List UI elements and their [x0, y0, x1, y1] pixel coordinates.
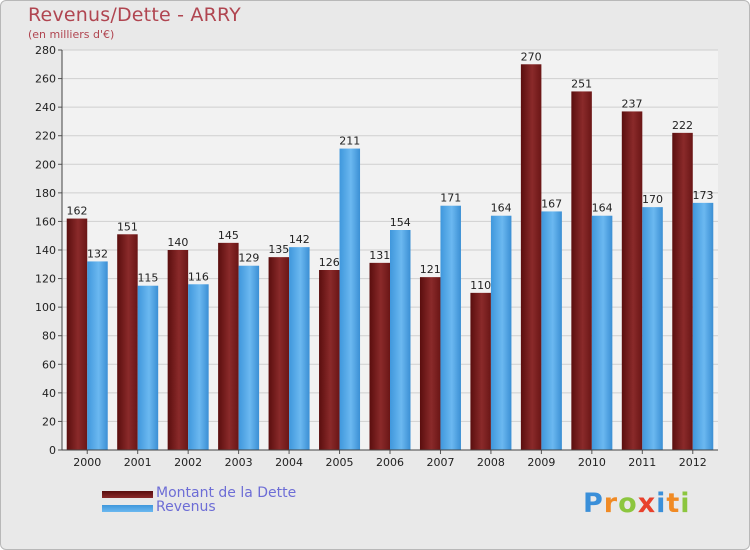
bar-debt [117, 234, 138, 450]
legend-swatch-revenus [102, 505, 153, 512]
data-label-debt: 222 [672, 119, 693, 132]
logo-letter: i [656, 488, 667, 519]
x-tick-label: 2000 [73, 456, 101, 469]
bar-revenus [541, 211, 562, 450]
bar-revenus [339, 148, 361, 451]
logo-letter: x [637, 488, 657, 519]
data-label-revenus: 171 [440, 192, 461, 205]
legend-label-revenus: Revenus [156, 499, 216, 515]
y-tick-label: 40 [42, 387, 56, 400]
x-tick-label: 2010 [578, 456, 606, 469]
data-label-revenus: 164 [592, 202, 613, 215]
data-label-debt: 270 [521, 50, 542, 63]
data-label-debt: 151 [117, 220, 138, 233]
bar-debt [268, 257, 290, 450]
data-label-revenus: 173 [693, 189, 714, 202]
y-tick-label: 20 [42, 415, 56, 428]
data-label-revenus: 142 [289, 233, 310, 246]
bar-debt [520, 64, 542, 451]
y-tick-label: 120 [35, 273, 56, 286]
data-label-debt: 126 [319, 256, 340, 269]
y-tick-label: 0 [49, 444, 56, 457]
bar-debt [218, 242, 239, 450]
x-tick-label: 2012 [679, 456, 707, 469]
y-tick-label: 80 [42, 330, 56, 343]
chart-title: Revenus/Dette - ARRY [28, 4, 241, 26]
bar-debt [470, 292, 491, 450]
x-tick-label: 2002 [174, 456, 202, 469]
bar-revenus [188, 284, 209, 450]
y-tick-label: 220 [35, 130, 56, 143]
data-label-revenus: 116 [188, 270, 209, 283]
data-label-revenus: 170 [642, 193, 663, 206]
legend-label-debt: Montant de la Dette [156, 485, 297, 501]
legend-swatch-debt [102, 491, 153, 498]
bar-revenus [137, 285, 159, 450]
bar-debt [419, 277, 441, 450]
data-label-revenus: 154 [390, 216, 411, 229]
y-tick-label: 100 [35, 301, 56, 314]
data-label-debt: 140 [167, 236, 188, 249]
bar-revenus [692, 202, 714, 450]
bar-revenus [642, 207, 663, 450]
bar-debt [167, 250, 189, 450]
y-tick-label: 280 [35, 44, 56, 57]
x-tick-label: 2007 [426, 456, 454, 469]
bar-debt [369, 262, 390, 450]
bar-revenus [490, 215, 512, 450]
logo-letter: t [666, 488, 681, 519]
x-tick-label: 2009 [527, 456, 555, 469]
logo-letter: o [618, 488, 638, 519]
bar-revenus [289, 247, 310, 450]
data-label-revenus: 115 [137, 272, 158, 285]
data-label-debt: 237 [622, 97, 643, 110]
data-label-revenus: 164 [491, 202, 512, 215]
bar-debt [672, 132, 693, 450]
bar-revenus [238, 265, 260, 450]
y-tick-label: 160 [35, 215, 56, 228]
data-label-debt: 121 [420, 263, 441, 276]
data-label-revenus: 129 [238, 252, 259, 265]
data-label-debt: 135 [268, 243, 289, 256]
bar-debt [319, 270, 340, 450]
data-label-debt: 110 [470, 279, 491, 292]
bar-revenus [390, 230, 411, 450]
logo-letter: P [583, 488, 604, 519]
y-tick-label: 260 [35, 73, 56, 86]
x-tick-label: 2004 [275, 456, 303, 469]
y-tick-label: 180 [35, 187, 56, 200]
bar-revenus [87, 261, 108, 450]
x-tick-label: 2005 [326, 456, 354, 469]
data-label-revenus: 132 [87, 247, 108, 260]
data-label-debt: 162 [66, 205, 87, 218]
x-tick-label: 2003 [225, 456, 253, 469]
x-tick-label: 2011 [628, 456, 656, 469]
proxiti-logo: Proxiti [583, 488, 691, 519]
y-tick-label: 240 [35, 101, 56, 114]
bar-debt [66, 218, 88, 450]
chart-subtitle: (en milliers d'€) [28, 28, 115, 41]
logo-letter: i [680, 488, 691, 519]
y-tick-label: 140 [35, 244, 56, 257]
data-label-revenus: 211 [339, 135, 360, 148]
x-tick-label: 2001 [124, 456, 152, 469]
y-tick-label: 60 [42, 358, 56, 371]
bar-debt [621, 111, 643, 450]
data-label-debt: 251 [571, 77, 592, 90]
y-tick-label: 200 [35, 158, 56, 171]
data-label-revenus: 167 [541, 197, 562, 210]
data-label-debt: 131 [369, 249, 390, 262]
bar-revenus [591, 215, 613, 450]
logo-letter: r [603, 488, 619, 519]
x-tick-label: 2008 [477, 456, 505, 469]
x-tick-label: 2006 [376, 456, 404, 469]
bar-revenus [440, 205, 461, 450]
bar-debt [571, 91, 592, 450]
data-label-debt: 145 [218, 229, 239, 242]
